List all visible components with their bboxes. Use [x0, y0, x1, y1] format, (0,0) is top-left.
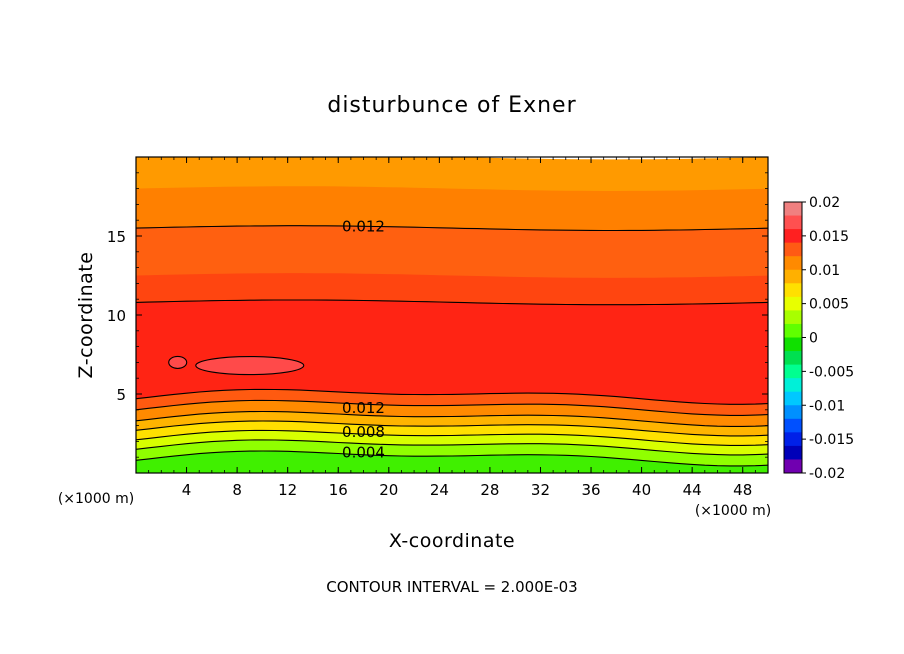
y-tick-label: 10 [107, 307, 126, 325]
contour-line-5 [135, 420, 769, 437]
colorbar-swatch [784, 310, 802, 325]
colorbar-swatch [784, 445, 802, 460]
contour-label-1: 0.012 [342, 399, 385, 417]
colorbar-swatch [784, 418, 802, 433]
x-tick-label: 20 [379, 481, 398, 499]
colorbar-swatch [784, 378, 802, 393]
x-tick-label: 32 [531, 481, 550, 499]
colorbar-swatch [784, 459, 802, 474]
x-tick-label: 16 [329, 481, 348, 499]
y-tick-label: 15 [107, 228, 126, 246]
colorbar-tick-label: 0 [809, 331, 818, 347]
contour-line-0 [135, 225, 769, 232]
colorbar-swatch [784, 323, 802, 338]
chart-title: disturbunce of Exner [327, 93, 576, 118]
colorbar-swatch [784, 215, 802, 230]
colorbar-tick-label: -0.005 [809, 364, 854, 380]
contour-label-3: 0.004 [342, 443, 385, 461]
y-axis-label: Z-coordinate [75, 252, 97, 379]
contour-line-1 [135, 299, 769, 306]
colorbar-tick-label: 0.02 [809, 195, 840, 211]
contour-line-4 [135, 410, 769, 427]
contour-interval-note: CONTOUR INTERVAL = 2.000E-03 [326, 578, 577, 596]
colorbar-swatch [784, 202, 802, 217]
contour-label-2: 0.008 [342, 423, 385, 441]
colorbar-swatch [784, 296, 802, 311]
colorbar-swatch [784, 269, 802, 284]
x-tick-label: 40 [632, 481, 651, 499]
x-axis-label: X-coordinate [389, 530, 515, 552]
colorbar-tick-label: -0.01 [809, 398, 845, 414]
y-unit-label: (×1000 m) [58, 491, 134, 507]
colorbar-swatch [784, 337, 802, 352]
contour-line-7 [135, 439, 769, 456]
colorbar-tick-label: 0.015 [809, 229, 849, 245]
colorbar-swatch [784, 391, 802, 406]
colorbar-swatch [784, 432, 802, 447]
contour-label-0: 0.012 [342, 218, 385, 236]
colorbar-swatch [784, 405, 802, 420]
colorbar-swatch [784, 242, 802, 257]
colorbar-tick-label: 0.01 [809, 263, 840, 279]
colorbar-tick-label: 0.005 [809, 297, 849, 313]
colorbar-tick-label: -0.02 [809, 466, 845, 482]
x-tick-label: 28 [480, 481, 499, 499]
colorbar-swatch [784, 229, 802, 244]
x-tick-label: 24 [430, 481, 449, 499]
contour-labels-layer: 0.012 0.012 0.008 0.004 [342, 218, 385, 462]
x-tick-label: 8 [232, 481, 242, 499]
colorbar: 0.02 0.015 0.01 0.005 0 -0.005 -0.01 -0.015 -0.0… [783, 195, 854, 482]
x-ticks: 4 8 12 16 20 24 28 32 36 40 44 48 [148, 157, 756, 499]
x-tick-label: 12 [278, 481, 297, 499]
x-tick-label: 4 [182, 481, 192, 499]
contour-line-3 [135, 399, 769, 416]
contour-small-blob [168, 355, 188, 369]
x-tick-label: 48 [733, 481, 752, 499]
y-ticks: 5 10 15 [107, 172, 768, 458]
contour-fill-layer [136, 157, 768, 473]
contour-band-11 [136, 451, 768, 473]
colorbar-swatch [784, 364, 802, 379]
y-tick-label: 5 [116, 386, 126, 404]
contour-line-8 [135, 450, 769, 467]
colorbar-tick-label: -0.015 [809, 432, 854, 448]
colorbar-swatch [784, 351, 802, 366]
x-tick-label: 44 [683, 481, 702, 499]
contour-line-2 [135, 388, 769, 405]
contour-max-blob [195, 356, 305, 376]
contour-line-6 [135, 429, 769, 446]
x-unit-label: (×1000 m) [695, 503, 771, 519]
colorbar-swatch [784, 283, 802, 298]
contour-lines-layer [135, 225, 769, 467]
x-tick-label: 36 [581, 481, 600, 499]
colorbar-swatch [784, 256, 802, 271]
